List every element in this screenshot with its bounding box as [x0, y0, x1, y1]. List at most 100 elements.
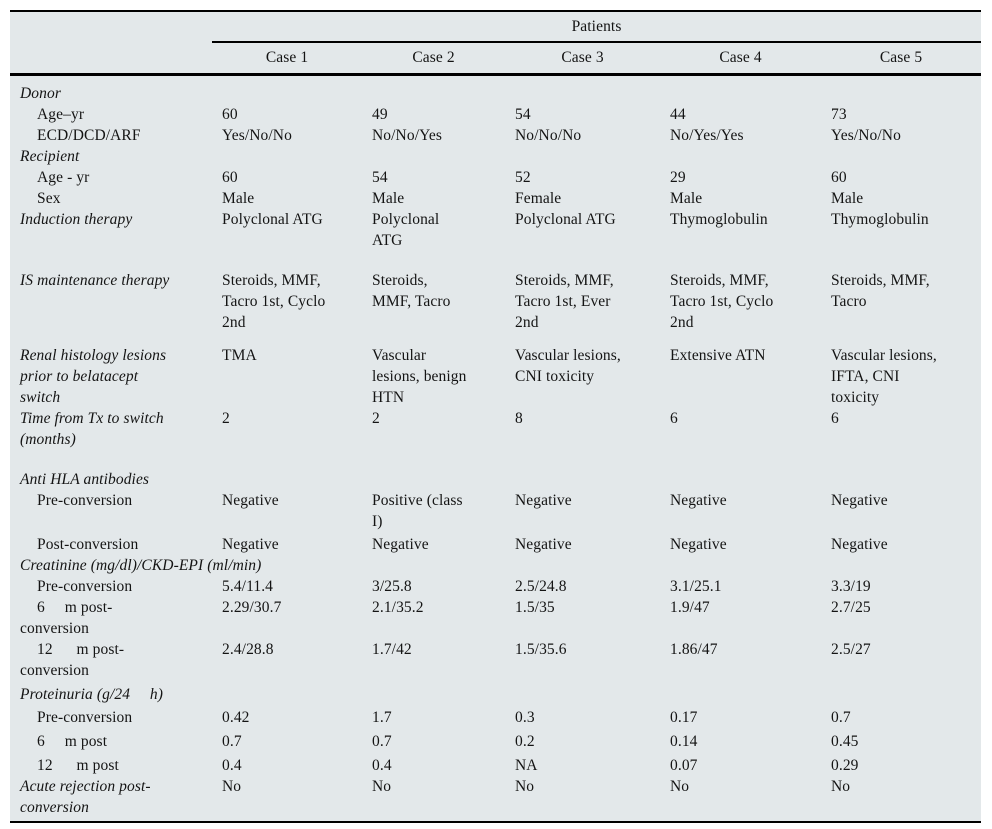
- cell-case5: 6: [831, 410, 839, 427]
- cell-case3: 54: [515, 106, 531, 123]
- table-row: Age - yr 60 54 52 29 60: [10, 167, 981, 188]
- cell-case4: No: [670, 778, 690, 795]
- cell-case3: 1.5/35.6: [515, 641, 567, 658]
- cell-case4: 0.14: [670, 733, 698, 750]
- row-label: ECD/DCD/ARF: [37, 127, 141, 144]
- cell-case2: No/No/Yes: [372, 127, 442, 144]
- cell-case1: Male: [222, 190, 255, 207]
- row-label: 6 m post: [37, 733, 108, 750]
- cell-case1: Polyclonal ATG: [222, 211, 323, 228]
- cell-case5: Negative: [831, 536, 888, 553]
- table-row: Anti HLA antibodies: [10, 469, 981, 490]
- cell-case3: 1.5/35: [515, 599, 555, 616]
- cell-case1: 0.4: [222, 757, 242, 774]
- cell-case4: Thymoglobulin: [670, 211, 768, 228]
- cell-case3: 52: [515, 169, 531, 186]
- cell-case1: Steroids, MMF, Tacro 1st, Cyclo 2nd: [222, 272, 326, 331]
- row-label: Creatinine (mg/dl)/CKD-EPI (ml/min): [20, 557, 262, 574]
- cell-case5: 0.29: [831, 757, 859, 774]
- table-row: Induction therapy Polyclonal ATG Polyclona…: [10, 209, 981, 270]
- cell-case1: 2.29/30.7: [222, 599, 282, 616]
- cell-case4: 29: [670, 169, 686, 186]
- cell-case3: NA: [515, 757, 538, 774]
- table-header: Patients Case 1 Case 2 Case 3 Case 4 Case 5: [10, 12, 982, 76]
- cell-case4: Negative: [670, 536, 727, 553]
- cell-case4: Steroids, MMF, Tacro 1st, Cyclo 2nd: [670, 272, 774, 331]
- cell-case4: 3.1/25.1: [670, 578, 722, 595]
- row-label: 6 m post- conversion: [20, 599, 113, 637]
- table-row: IS maintenance therapy Steroids, MMF, Tac…: [10, 270, 981, 345]
- row-label: Pre-conversion: [37, 709, 133, 726]
- cell-case1: 0.7: [222, 733, 242, 750]
- cell-case5: 3.3/19: [831, 578, 871, 595]
- cell-case5: 60: [831, 169, 847, 186]
- cell-case1: 5.4/11.4: [222, 578, 274, 595]
- table-row: Proteinuria (g/24 h): [10, 681, 981, 705]
- table-row: 6 m post 0.7 0.7 0.2 0.14 0.45: [10, 728, 981, 752]
- row-label: Post-conversion: [37, 536, 139, 553]
- row-label: Age–yr: [37, 106, 85, 123]
- cell-case2: Positive (class I): [372, 492, 463, 530]
- cell-case2: No: [372, 778, 392, 795]
- cell-case3: Steroids, MMF, Tacro 1st, Ever 2nd: [515, 272, 614, 331]
- cell-case1: 2: [222, 410, 230, 427]
- row-label: 12 m post- conversion: [20, 641, 125, 679]
- patients-spanner-label: Patients: [212, 12, 982, 43]
- cell-case5: 73: [831, 106, 847, 123]
- cell-case2: 1.7/42: [372, 641, 412, 658]
- cell-case5: No: [831, 778, 851, 795]
- cell-case5: 0.7: [831, 709, 851, 726]
- cell-case1: 60: [222, 169, 238, 186]
- table-row: Sex Male Male Female Male Male: [10, 188, 981, 209]
- table-row: 12 m post 0.4 0.4 NA 0.07 0.29: [10, 752, 981, 776]
- cell-case1: No: [222, 778, 242, 795]
- row-label: Time from Tx to switch (months): [20, 410, 164, 448]
- table-row: Post-conversion Negative Negative Negative N…: [10, 534, 981, 555]
- cell-case2: 49: [372, 106, 388, 123]
- cell-case5: 0.45: [831, 733, 859, 750]
- row-label: 12 m post: [37, 757, 119, 774]
- cell-case2: 2.1/35.2: [372, 599, 424, 616]
- cell-case1: 60: [222, 106, 238, 123]
- table-row: Age–yr 60 49 54 44 73: [10, 104, 981, 125]
- case-header-row: Case 1 Case 2 Case 3 Case 4 Case 5: [10, 42, 982, 76]
- row-label: Sex: [37, 190, 61, 207]
- table-row: Creatinine (mg/dl)/CKD-EPI (ml/min): [10, 555, 981, 576]
- cell-case5: Negative: [831, 492, 888, 509]
- table-row: 12 m post- conversion 2.4/28.8 1.7/42 1.5/3…: [10, 639, 981, 681]
- cell-case5: Vascular lesions, IFTA, CNI toxicity: [831, 347, 937, 406]
- row-label: Pre-conversion: [37, 492, 133, 509]
- cell-case2: 3/25.8: [372, 578, 412, 595]
- header-corner-cell: [10, 12, 212, 42]
- cell-case4: 0.17: [670, 709, 698, 726]
- cell-case3: Vascular lesions, CNI toxicity: [515, 347, 621, 385]
- row-label: Recipient: [20, 148, 80, 165]
- table-row: Pre-conversion Negative Positive (class I)…: [10, 490, 981, 534]
- cell-case3: Polyclonal ATG: [515, 211, 616, 228]
- cell-case4: 6: [670, 410, 678, 427]
- cell-case2: 1.7: [372, 709, 392, 726]
- row-label: IS maintenance therapy: [20, 272, 170, 289]
- cell-case2: 54: [372, 169, 388, 186]
- cell-case5: Thymoglobulin: [831, 211, 929, 228]
- cell-case2: Male: [372, 190, 405, 207]
- cell-case4: 44: [670, 106, 686, 123]
- table-row: Renal histology lesions prior to belatac…: [10, 345, 981, 408]
- row-label: Anti HLA antibodies: [20, 471, 150, 488]
- cell-case5: Male: [831, 190, 864, 207]
- row-label: Pre-conversion: [37, 578, 133, 595]
- cell-case4: Male: [670, 190, 703, 207]
- table-row: Pre-conversion 5.4/11.4 3/25.8 2.5/24.8 3.1/…: [10, 576, 981, 597]
- cell-case4: 1.86/47: [670, 641, 718, 658]
- table-row: Time from Tx to switch (months) 2 2 8 6 6: [10, 408, 981, 469]
- cell-case3: 2.5/24.8: [515, 578, 567, 595]
- column-header-case-4: Case 4: [660, 42, 821, 76]
- cell-case5: Steroids, MMF, Tacro: [831, 272, 930, 310]
- cell-case5: Yes/No/No: [831, 127, 901, 144]
- row-label: Age - yr: [37, 169, 90, 186]
- cell-case5: 2.7/25: [831, 599, 871, 616]
- cell-case1: 2.4/28.8: [222, 641, 274, 658]
- cell-case3: Female: [515, 190, 562, 207]
- row-label: Acute rejection post- conversion: [20, 778, 151, 816]
- column-header-case-5: Case 5: [821, 42, 982, 76]
